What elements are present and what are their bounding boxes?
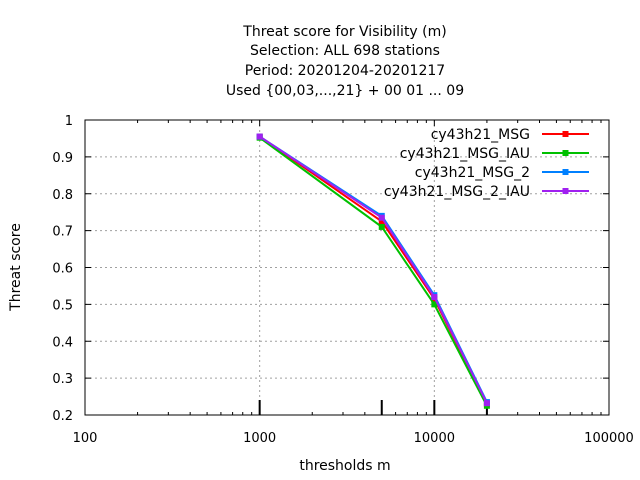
x-tick-label: 100000	[584, 431, 634, 446]
y-tick-label: 0.8	[52, 188, 73, 203]
title-line-3: Period: 20201204-20201217	[245, 63, 445, 79]
series-point	[431, 301, 438, 308]
legend-swatch-point	[562, 169, 569, 175]
x-tick-label: 10000	[414, 431, 455, 446]
legend-label: cy43h21_MSG_IAU	[400, 146, 530, 162]
title-line-2: Selection: ALL 698 stations	[250, 43, 440, 59]
y-tick-labels: 0.2 0.3 0.4 0.5 0.6 0.7 0.8 0.9 1	[52, 114, 73, 424]
data-series	[256, 133, 490, 409]
series-point	[256, 133, 263, 140]
sample-size-markers	[258, 400, 488, 415]
y-tick-label: 0.9	[52, 151, 73, 166]
y-axis-label: Threat score	[8, 223, 24, 312]
legend-swatch-point	[562, 150, 569, 156]
x-tick-label: 1000	[243, 431, 276, 446]
legend-swatch-point	[562, 188, 569, 194]
legend: cy43h21_MSG cy43h21_MSG_IAU cy43h21_MSG_2c…	[384, 127, 589, 200]
x-tick-labels: 100 1000 10000 100000	[73, 431, 634, 446]
series-point	[378, 223, 385, 230]
y-tick-label: 0.4	[52, 335, 73, 350]
y-tick-label: 0.5	[52, 298, 73, 313]
legend-swatch-point	[562, 131, 569, 137]
series-line	[259, 136, 488, 407]
series-point	[378, 218, 385, 225]
y-tick-label: 0.3	[52, 372, 73, 387]
y-tick-label: 1	[65, 114, 73, 129]
y-tick-label: 0.6	[52, 262, 73, 277]
x-axis-label: thresholds m	[299, 458, 390, 474]
series-point	[378, 214, 385, 221]
legend-label: cy43h21_MSG_2_IAU	[384, 184, 530, 200]
title-line-4: Used {00,03,...,21} + 00 01 ... 09	[226, 83, 464, 99]
plot-frame	[84, 119, 610, 416]
legend-label: cy43h21_MSG	[431, 127, 530, 143]
y-tick-label: 0.7	[52, 225, 73, 240]
legend-label: cy43h21_MSG_2	[415, 165, 530, 181]
title-line-1: Threat score for Visibility (m)	[242, 24, 446, 40]
series-line	[259, 135, 488, 404]
series-point	[431, 294, 438, 300]
series-point	[483, 400, 490, 407]
y-tick-label: 0.2	[52, 409, 73, 424]
chart-title: Threat score for Visibility (m) Selectio…	[226, 24, 464, 99]
x-tick-label: 100	[73, 431, 98, 446]
grid-lines	[85, 120, 609, 415]
